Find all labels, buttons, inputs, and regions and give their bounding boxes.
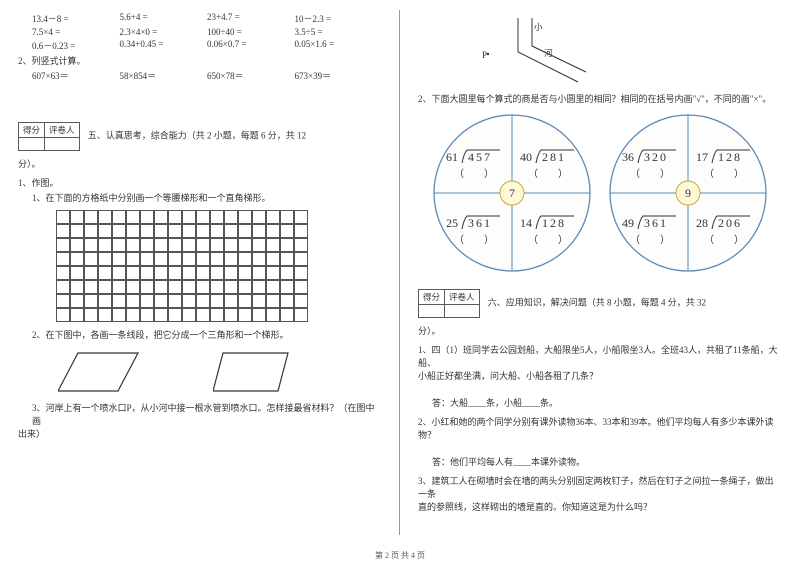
right-q3-a: 3、建筑工人在砌墙时会在墙的两头分别固定两枚钉子，然后在钉子之间拉一条绳子，做出… bbox=[418, 474, 782, 500]
score-blank bbox=[419, 305, 445, 318]
svg-text:（ ）: （ ） bbox=[704, 234, 744, 246]
svg-text:320: 320 bbox=[644, 150, 668, 164]
svg-text:206: 206 bbox=[718, 216, 742, 230]
grader-blank bbox=[445, 305, 480, 318]
section-5-header: 得分 评卷人 五、认真思考，综合能力（共 2 小题，每题 6 分，共 12 bbox=[18, 122, 382, 151]
svg-text:361: 361 bbox=[468, 216, 492, 230]
arithmetic-block: 13.4－8 = 5.6+4 = 23+4.7 = 10－2.3 = 7.5×4… bbox=[32, 12, 382, 52]
q2-items: 607×63＝ 58×854＝ 650×78＝ 673×39＝ bbox=[32, 69, 382, 82]
eq-cell: 10－2.3 = bbox=[295, 12, 383, 25]
svg-text:36: 36 bbox=[622, 150, 634, 164]
ans1: 答：大船____条，小船____条。 bbox=[432, 396, 782, 409]
river-label: 河 bbox=[544, 48, 553, 58]
river-diagram: P 小 河 bbox=[458, 16, 588, 86]
eq-cell: 5.6+4 = bbox=[120, 12, 208, 25]
eq-row: 7.5×4 = 2.3×4×0 = 100÷40 = 3.5÷5 = bbox=[32, 27, 382, 37]
grader-label: 评卷人 bbox=[445, 290, 480, 305]
parallelogram-2 bbox=[213, 351, 293, 395]
right-q1-a: 1、四（1）班同学去公园划船，大船限坐5人，小船限坐3人。全班43人，共租了11… bbox=[418, 343, 782, 369]
ans2: 答：他们平均每人有____本课外读物。 bbox=[432, 455, 782, 468]
q2-label: 2、列竖式计算。 bbox=[18, 54, 382, 67]
cell-grid bbox=[56, 210, 316, 322]
right-center-num: 9 bbox=[685, 186, 691, 200]
right-q2: 2、小红和她的两个同学分别有课外读物36本、33本和39本。他们平均每人有多少本… bbox=[418, 415, 782, 441]
grid-paper bbox=[56, 210, 316, 322]
eq-cell: 23+4.7 = bbox=[207, 12, 295, 25]
svg-text:128: 128 bbox=[542, 216, 566, 230]
q1-sub3: 3、河岸上有一个喷水口P，从小河中接一根水管到喷水口。怎样接最省材料？（在图中画 bbox=[32, 401, 382, 427]
eq-row: 0.6－0.23 = 0.34+0.45 = 0.06×0.7 = 0.05×1… bbox=[32, 39, 382, 52]
section-6-title: 六、应用知识，解决问题（共 8 小题，每题 4 分，共 32 bbox=[488, 298, 706, 308]
score-label: 得分 bbox=[419, 290, 445, 305]
eq-cell: 0.05×1.6 = bbox=[295, 39, 383, 52]
svg-text:28: 28 bbox=[696, 216, 708, 230]
q1-sub2: 2、在下图中，各画一条线段，把它分成一个三角形和一个梯形。 bbox=[32, 328, 382, 341]
right-q3-b: 直的参照线，这样砌出的墙是直的。你知道这是为什么吗？ bbox=[418, 500, 782, 513]
eq-cell: 650×78＝ bbox=[207, 69, 295, 82]
page-footer: 第 2 页 共 4 页 bbox=[0, 550, 800, 561]
score-label: 得分 bbox=[19, 123, 45, 138]
left-column: 13.4－8 = 5.6+4 = 23+4.7 = 10－2.3 = 7.5×4… bbox=[0, 0, 400, 565]
svg-text:（ ）: （ ） bbox=[454, 234, 494, 246]
svg-text:361: 361 bbox=[644, 216, 668, 230]
eq-cell: 3.5÷5 = bbox=[295, 27, 383, 37]
svg-text:457: 457 bbox=[468, 150, 492, 164]
section-5-title: 五、认真思考，综合能力（共 2 小题，每题 6 分，共 12 bbox=[88, 131, 306, 141]
svg-text:（ ）: （ ） bbox=[528, 234, 568, 246]
svg-text:40: 40 bbox=[520, 150, 532, 164]
q1-drawing: 1、作图。 1、在下面的方格纸中分别画一个等腰梯形和一个直角梯形。 bbox=[18, 176, 382, 322]
section-5-tail: 分）。 bbox=[18, 157, 382, 170]
svg-text:17: 17 bbox=[696, 150, 708, 164]
svg-text:14: 14 bbox=[520, 216, 532, 230]
grader-label: 评卷人 bbox=[45, 123, 80, 138]
right-q2-label: 2、下面大圆里每个算式的商是否与小圆里的相同？相同的在括号内画"√"，不同的画"… bbox=[418, 92, 782, 105]
two-circles-diagram: 7 9 61 457 （ ） 40 281 （ ） 25 361 （ ） 14 128 （ ） 36 32… bbox=[420, 111, 780, 275]
section-6-tail: 分）。 bbox=[418, 324, 782, 337]
q1-sub1: 1、在下面的方格纸中分别画一个等腰梯形和一个直角梯形。 bbox=[32, 191, 382, 204]
eq-cell: 100÷40 = bbox=[207, 27, 295, 37]
point-p bbox=[487, 53, 489, 55]
p-label: P bbox=[482, 50, 487, 60]
eq-cell: 0.6－0.23 = bbox=[32, 39, 120, 52]
right-q1-b: 小船正好都坐满，问大船、小船各租了几条？ bbox=[418, 369, 782, 382]
eq-cell: 7.5×4 = bbox=[32, 27, 120, 37]
eq-cell: 0.34+0.45 = bbox=[120, 39, 208, 52]
section-6-header: 得分 评卷人 六、应用知识，解决问题（共 8 小题，每题 4 分，共 32 bbox=[418, 289, 782, 318]
q1-sub3-a: 3、河岸上有一个喷水口P，从小河中接一根水管到喷水口。怎样接最省材料？（在图中画 bbox=[32, 401, 382, 427]
svg-text:61: 61 bbox=[446, 150, 458, 164]
parallelogram-1 bbox=[58, 351, 143, 395]
score-blank bbox=[19, 138, 45, 151]
eq-cell: 13.4－8 = bbox=[32, 12, 120, 25]
q1-label: 1、作图。 bbox=[18, 176, 382, 189]
svg-text:（ ）: （ ） bbox=[454, 168, 494, 180]
grader-blank bbox=[45, 138, 80, 151]
eq-row: 13.4－8 = 5.6+4 = 23+4.7 = 10－2.3 = bbox=[32, 12, 382, 25]
right-column: P 小 河 2、下面大圆里每个算式的商是否与小圆里的相同？相同的在括号内画"√"… bbox=[400, 0, 800, 565]
shapes-row bbox=[58, 351, 382, 395]
svg-text:（ ）: （ ） bbox=[630, 234, 670, 246]
q1-sub3-b: 出来） bbox=[18, 427, 382, 440]
score-table: 得分 评卷人 bbox=[18, 122, 80, 151]
svg-text:25: 25 bbox=[446, 216, 458, 230]
q2-vertical-calc: 2、列竖式计算。 607×63＝ 58×854＝ 650×78＝ 673×39＝ bbox=[18, 54, 382, 82]
score-table: 得分 评卷人 bbox=[418, 289, 480, 318]
svg-text:（ ）: （ ） bbox=[630, 168, 670, 180]
svg-text:128: 128 bbox=[718, 150, 742, 164]
eq-cell: 673×39＝ bbox=[295, 69, 383, 82]
right-q3: 3、建筑工人在砌墙时会在墙的两头分别固定两枚钉子，然后在钉子之间拉一条绳子，做出… bbox=[418, 474, 782, 513]
eq-cell: 607×63＝ bbox=[32, 69, 120, 82]
right-q1: 1、四（1）班同学去公园划船，大船限坐5人，小船限坐3人。全班43人，共租了11… bbox=[418, 343, 782, 382]
small-label: 小 bbox=[534, 22, 543, 32]
eq-cell: 2.3×4×0 = bbox=[120, 27, 208, 37]
svg-text:（ ）: （ ） bbox=[528, 168, 568, 180]
svg-text:281: 281 bbox=[542, 150, 566, 164]
eq-cell: 58×854＝ bbox=[120, 69, 208, 82]
svg-text:49: 49 bbox=[622, 216, 634, 230]
left-center-num: 7 bbox=[509, 186, 515, 200]
eq-cell: 0.06×0.7 = bbox=[207, 39, 295, 52]
svg-text:（ ）: （ ） bbox=[704, 168, 744, 180]
